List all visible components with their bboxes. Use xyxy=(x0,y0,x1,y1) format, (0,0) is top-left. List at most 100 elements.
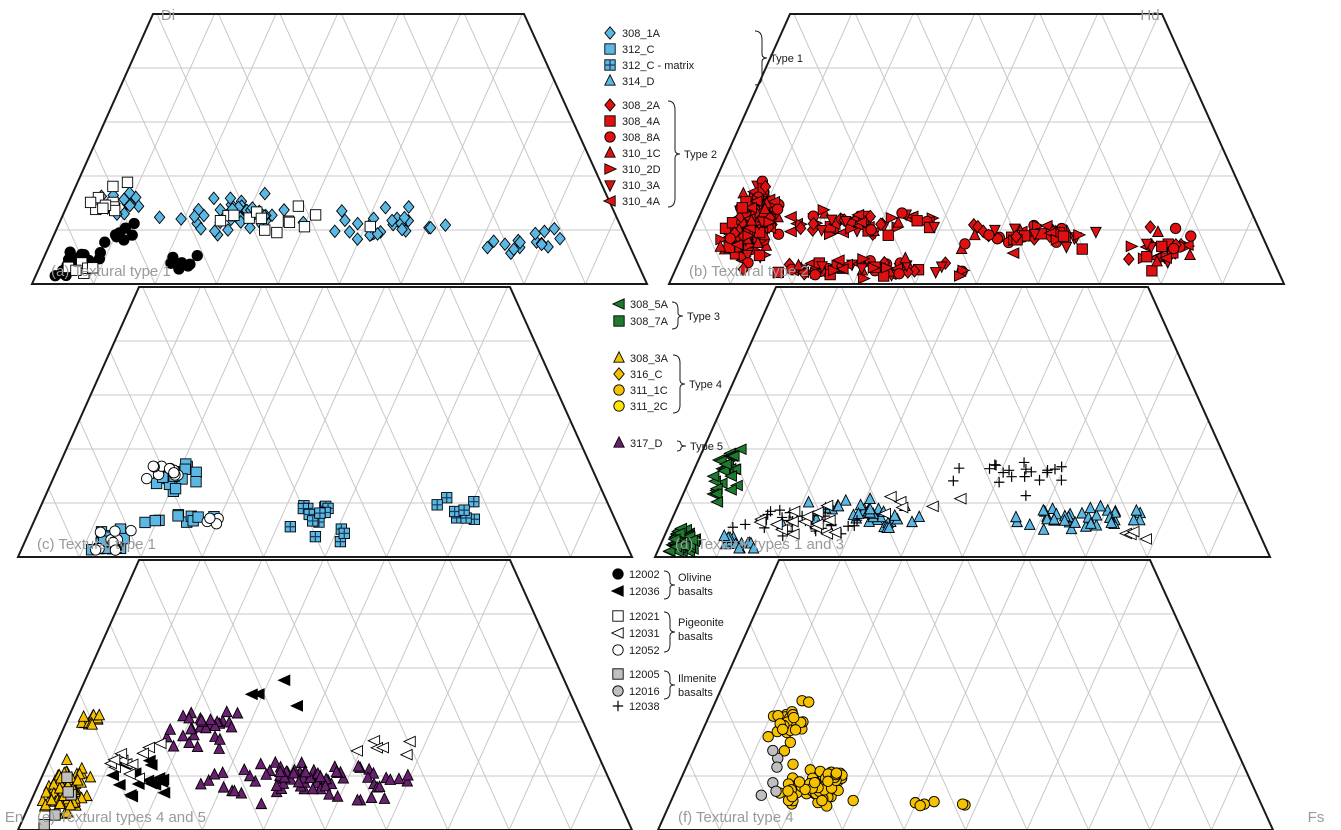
data-point xyxy=(84,196,97,209)
data-point xyxy=(733,443,747,456)
grid-line xyxy=(201,287,324,557)
grid-line xyxy=(353,560,474,830)
grid-line xyxy=(0,560,16,830)
data-point xyxy=(213,732,226,745)
data-point xyxy=(777,723,789,735)
grid-line xyxy=(1026,560,1149,830)
data-point xyxy=(810,506,824,519)
data-point xyxy=(295,756,308,769)
data-point xyxy=(822,514,836,527)
grid-line xyxy=(277,14,400,284)
data-point xyxy=(774,504,785,516)
grid-line xyxy=(1224,14,1284,284)
data-point xyxy=(733,541,746,554)
legend-item-308-7a: 308_7A xyxy=(630,316,669,328)
data-point xyxy=(507,242,520,257)
data-point xyxy=(424,220,437,235)
legend-marker-311-2c xyxy=(613,400,625,412)
data-point xyxy=(1069,515,1082,528)
data-point xyxy=(269,755,282,768)
legend-marker-12052 xyxy=(612,644,624,656)
data-point xyxy=(767,744,779,757)
data-point xyxy=(1057,230,1070,242)
data-point xyxy=(1126,525,1140,538)
grid-line xyxy=(387,287,510,557)
legend: 308_1A 312_C 312_C - matrix 314_D Type 1… xyxy=(602,26,803,713)
grid-line xyxy=(263,287,386,557)
data-point xyxy=(244,688,258,701)
data-point xyxy=(896,207,908,219)
grid-line xyxy=(154,14,277,284)
data-point xyxy=(845,222,859,235)
data-point xyxy=(114,747,128,760)
legend-item-12016: 12016 xyxy=(629,686,660,698)
data-point xyxy=(718,458,732,471)
legend-marker-12016 xyxy=(612,685,624,697)
data-point xyxy=(309,209,322,221)
legend-item-12005: 12005 xyxy=(629,669,660,681)
data-point xyxy=(107,753,121,766)
data-point xyxy=(822,775,834,787)
data-point xyxy=(208,191,220,206)
grid-line xyxy=(844,560,966,830)
data-point xyxy=(283,216,296,228)
data-point xyxy=(1168,242,1180,255)
grid-line xyxy=(19,287,142,557)
data-point xyxy=(487,234,500,249)
grid-line xyxy=(1335,560,1341,830)
data-point xyxy=(864,502,877,515)
data-point xyxy=(338,527,350,540)
legend-item-310-3a: 310_3A xyxy=(622,180,661,192)
data-point xyxy=(867,261,881,274)
legend-marker-12002 xyxy=(612,568,624,580)
data-point xyxy=(297,502,309,515)
data-point xyxy=(809,269,821,281)
legend-brace-type-5 xyxy=(676,440,687,452)
data-point xyxy=(828,264,842,277)
data-point xyxy=(1058,513,1071,526)
data-point xyxy=(209,719,221,732)
grid-line xyxy=(264,560,387,830)
legend-item-317-d: 317_D xyxy=(630,438,662,450)
data-point xyxy=(40,785,53,798)
grid-line xyxy=(326,560,449,830)
panel-title-e: (e) Textural types 4 and 5 xyxy=(37,809,206,826)
data-point xyxy=(306,782,319,795)
legend-item-312-c: 312_C xyxy=(622,44,654,56)
data-point xyxy=(997,467,1009,478)
data-point xyxy=(351,793,364,806)
data-point xyxy=(852,507,865,519)
data-point xyxy=(1146,265,1158,277)
data-point xyxy=(481,240,494,255)
data-point xyxy=(787,758,799,770)
data-point xyxy=(835,263,849,275)
data-point xyxy=(251,688,265,700)
data-point xyxy=(1010,229,1023,244)
data-point xyxy=(287,766,300,779)
data-point xyxy=(62,786,74,798)
data-point xyxy=(877,507,891,520)
grid-line xyxy=(1213,560,1273,830)
data-point xyxy=(351,232,364,246)
data-point xyxy=(857,272,871,285)
data-point xyxy=(892,215,905,228)
data-point xyxy=(831,254,845,266)
data-point xyxy=(538,224,551,239)
ternary-grid xyxy=(655,287,1270,557)
legend-item-310-2d: 310_2D xyxy=(622,164,661,176)
data-point xyxy=(1065,522,1078,535)
data-point xyxy=(715,233,729,246)
data-point xyxy=(667,533,681,546)
data-point xyxy=(1141,251,1153,263)
data-point xyxy=(352,759,365,772)
legend-item-308-1a: 308_1A xyxy=(622,28,661,40)
data-point xyxy=(786,528,800,541)
data-point xyxy=(144,777,158,790)
data-point xyxy=(254,757,267,770)
data-point xyxy=(854,498,867,511)
data-point xyxy=(535,237,548,252)
data-point xyxy=(1006,247,1020,260)
data-point xyxy=(53,781,66,794)
legend-marker-310-4a xyxy=(602,195,616,207)
data-point xyxy=(724,232,736,244)
